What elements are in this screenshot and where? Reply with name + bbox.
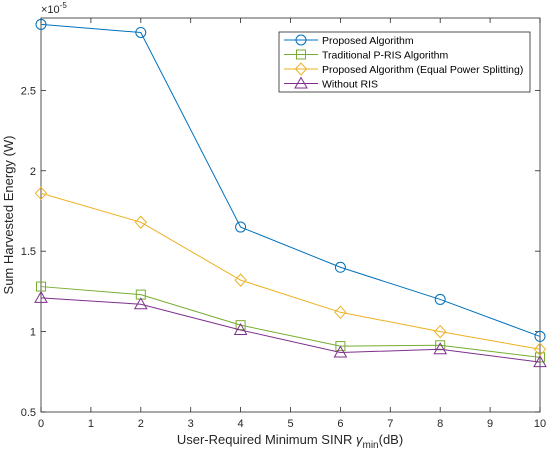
legend-box <box>278 31 531 93</box>
data-point <box>234 273 247 287</box>
data-point <box>434 293 446 305</box>
series-line <box>40 297 541 363</box>
legend-label: Traditional P-RIS Algorithm <box>322 50 448 62</box>
data-point <box>34 290 48 303</box>
data-point <box>333 345 348 358</box>
series-group <box>34 18 547 368</box>
legend-label: Proposed Algorithm <box>322 35 414 47</box>
x-tick-label: 3 <box>188 418 194 430</box>
x-tick-label: 6 <box>337 418 343 430</box>
x-tick-label: 10 <box>534 418 546 430</box>
legend-marker <box>294 76 308 89</box>
x-axis-label-symbol: γ <box>356 432 364 447</box>
data-point <box>233 322 248 335</box>
data-point <box>533 355 547 368</box>
data-point <box>35 18 47 30</box>
legend-marker <box>294 62 308 76</box>
x-tick-label: 1 <box>88 418 94 430</box>
x-axis-label-unit: (dB) <box>379 432 404 447</box>
x-axis-label: User-Required Minimum SINR γmin(dB) <box>177 432 403 451</box>
x-tick-label: 9 <box>487 418 493 430</box>
x-tick-label: 2 <box>138 418 144 430</box>
data-point <box>34 186 48 201</box>
x-axis-label-sub: min <box>362 440 378 451</box>
legend-label: Without RIS <box>322 79 378 91</box>
data-point <box>335 341 346 352</box>
x-tick-label: 5 <box>287 418 293 430</box>
y-exponent: ×10-5 <box>41 1 67 16</box>
legend-entry: Traditional P-RIS Algorithm <box>284 49 448 62</box>
x-tick-label: 4 <box>238 418 244 430</box>
data-point <box>135 26 147 38</box>
y-axis-label: Sum Harvested Energy (W) <box>1 136 16 295</box>
axis-ticks: 0 1 2 3 4 5 6 7 8 9 10 0.5 1 1.5 2 2.5 <box>21 18 546 430</box>
data-point <box>534 330 546 342</box>
x-tick-label: 7 <box>387 418 393 430</box>
y-tick-label: 0.5 <box>21 407 36 419</box>
data-point <box>334 261 346 273</box>
legend-marker <box>296 49 306 60</box>
series-line <box>40 192 541 350</box>
data-point <box>134 215 147 229</box>
y-tick-label: 1.5 <box>21 246 36 258</box>
data-point <box>434 324 447 339</box>
y-exponent-base: ×10 <box>41 4 60 16</box>
data-point <box>334 305 347 320</box>
legend-entry: Without RIS <box>284 76 378 91</box>
x-tick-label: 8 <box>437 418 443 430</box>
x-axis-label-main: User-Required Minimum SINR <box>177 432 356 447</box>
series-line <box>40 23 541 337</box>
legend-entry: Proposed Algorithm <box>284 34 414 47</box>
legend-label: Proposed Algorithm (Equal Power Splittin… <box>322 64 523 76</box>
series-line <box>40 286 541 358</box>
y-tick-label: 1 <box>30 327 36 339</box>
data-point <box>235 221 247 233</box>
y-tick-label: 2.5 <box>21 85 36 97</box>
legend-marker <box>295 34 307 46</box>
data-point <box>433 342 448 355</box>
series-3 <box>34 290 547 368</box>
legend: Proposed Algorithm Traditional P-RIS Algo… <box>278 31 531 93</box>
series-0 <box>35 18 546 342</box>
data-point <box>133 297 148 310</box>
legend-entry: Proposed Algorithm (Equal Power Splittin… <box>284 62 523 76</box>
x-tick-label: 0 <box>38 418 44 430</box>
y-tick-label: 2 <box>30 166 36 178</box>
y-exponent-power: -5 <box>60 1 68 10</box>
